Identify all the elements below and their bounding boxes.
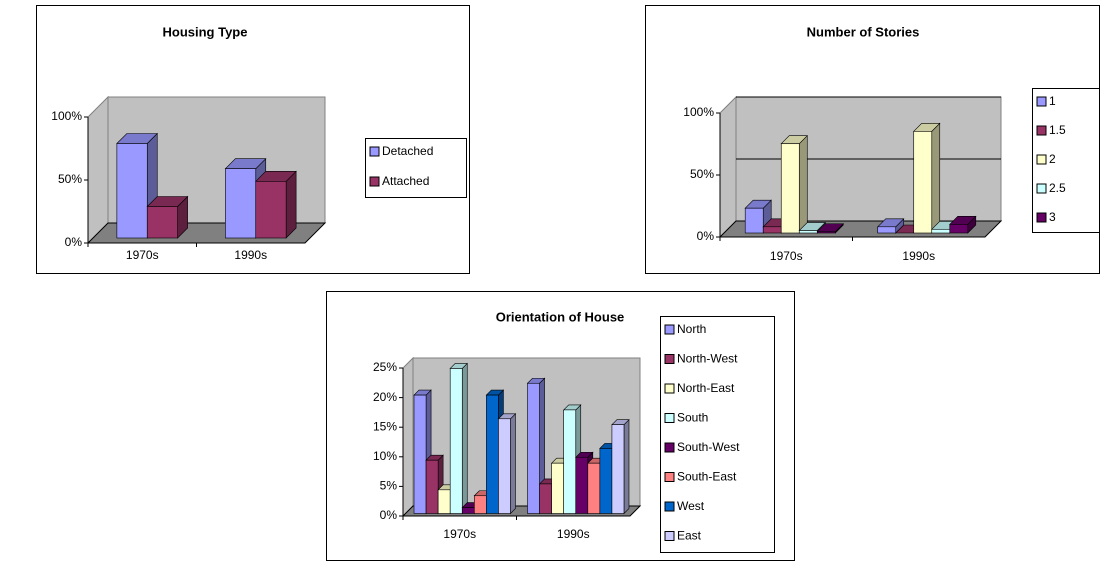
y-tick-label: 5% bbox=[380, 479, 398, 493]
legend-swatch bbox=[1036, 125, 1047, 136]
bar bbox=[486, 394, 499, 514]
side-wall bbox=[402, 356, 414, 518]
chart-title: Orientation of House bbox=[496, 309, 625, 324]
legend-label: South-East bbox=[677, 470, 737, 484]
bar bbox=[116, 143, 148, 239]
bar bbox=[931, 228, 951, 234]
legend-swatch bbox=[1036, 154, 1047, 165]
legend-label: 1.5 bbox=[1049, 123, 1066, 137]
bar bbox=[474, 495, 487, 514]
bar bbox=[413, 394, 427, 514]
bar bbox=[551, 462, 564, 514]
bar bbox=[877, 226, 897, 234]
legend-swatch bbox=[369, 146, 380, 157]
bar-side bbox=[461, 362, 468, 515]
legend-swatch bbox=[1036, 96, 1047, 107]
legend-label: West bbox=[677, 499, 705, 513]
bar bbox=[527, 382, 540, 514]
bar bbox=[255, 181, 287, 239]
y-tick-label: 100% bbox=[51, 109, 82, 123]
x-tick-label: 1970s bbox=[770, 249, 803, 263]
legend-label: East bbox=[677, 529, 702, 543]
y-tick-label: 0% bbox=[697, 229, 715, 243]
legend-swatch bbox=[664, 442, 675, 453]
legend-swatch bbox=[664, 472, 675, 482]
bar-side bbox=[931, 122, 941, 234]
y-tick-label: 20% bbox=[373, 390, 397, 404]
bar-side bbox=[510, 413, 516, 515]
side-wall bbox=[719, 95, 737, 239]
x-tick-label: 1990s bbox=[557, 527, 590, 541]
bar bbox=[611, 424, 625, 514]
legend-label: North-West bbox=[677, 352, 738, 366]
legend-swatch bbox=[664, 413, 675, 423]
bar bbox=[762, 226, 782, 234]
bar bbox=[449, 368, 463, 514]
legend-swatch bbox=[664, 324, 675, 335]
chart-title: Housing Type bbox=[163, 24, 248, 39]
legend-box bbox=[365, 138, 467, 198]
bar-side bbox=[285, 170, 297, 239]
bar bbox=[437, 489, 451, 514]
bar bbox=[575, 456, 589, 514]
bar bbox=[539, 483, 552, 514]
y-tick-label: 100% bbox=[683, 105, 714, 119]
legend-swatch bbox=[1036, 212, 1047, 223]
legend-swatch bbox=[664, 354, 675, 364]
legend-swatch bbox=[369, 176, 380, 187]
legend-label: 1 bbox=[1049, 94, 1056, 108]
bar bbox=[587, 462, 601, 514]
legend-label: 3 bbox=[1049, 210, 1056, 224]
y-tick-label: 10% bbox=[373, 449, 397, 463]
legend-label: Attached bbox=[382, 174, 429, 188]
legend-swatch bbox=[664, 531, 675, 541]
bar bbox=[780, 143, 800, 234]
legend-label: South-West bbox=[677, 440, 740, 454]
bar-side bbox=[798, 134, 808, 234]
bar bbox=[816, 231, 836, 234]
bar bbox=[461, 507, 475, 514]
bar bbox=[425, 459, 439, 514]
side-wall bbox=[87, 95, 109, 245]
x-tick-label: 1990s bbox=[234, 248, 267, 262]
bar bbox=[599, 448, 613, 514]
legend-label: 2 bbox=[1049, 152, 1056, 166]
chart-title: Number of Stories bbox=[807, 24, 920, 39]
legend-box bbox=[660, 316, 775, 553]
y-tick-label: 0% bbox=[65, 235, 83, 249]
y-tick-label: 50% bbox=[690, 167, 714, 181]
legend-label: 2.5 bbox=[1049, 181, 1066, 195]
y-tick-label: 15% bbox=[373, 419, 397, 433]
bar-side bbox=[623, 418, 630, 515]
bar bbox=[798, 230, 818, 234]
bar bbox=[913, 131, 933, 234]
legend-label: North-East bbox=[677, 381, 735, 395]
y-tick-label: 25% bbox=[373, 360, 397, 374]
legend-label: South bbox=[677, 411, 708, 425]
bar bbox=[949, 224, 969, 234]
legend-swatch bbox=[1036, 183, 1047, 194]
legend-label: Detached bbox=[382, 144, 433, 158]
legend-swatch bbox=[664, 501, 675, 512]
legend-label: North bbox=[677, 322, 706, 336]
x-tick-label: 1970s bbox=[126, 248, 159, 262]
x-tick-label: 1990s bbox=[902, 249, 935, 263]
x-tick-label: 1970s bbox=[443, 527, 476, 541]
y-tick-label: 0% bbox=[380, 508, 398, 522]
bar bbox=[744, 207, 764, 234]
bar bbox=[563, 409, 577, 514]
bar bbox=[498, 418, 511, 514]
bar bbox=[146, 206, 178, 239]
legend-swatch bbox=[664, 383, 675, 394]
bar bbox=[225, 168, 257, 239]
y-tick-label: 50% bbox=[58, 172, 82, 186]
